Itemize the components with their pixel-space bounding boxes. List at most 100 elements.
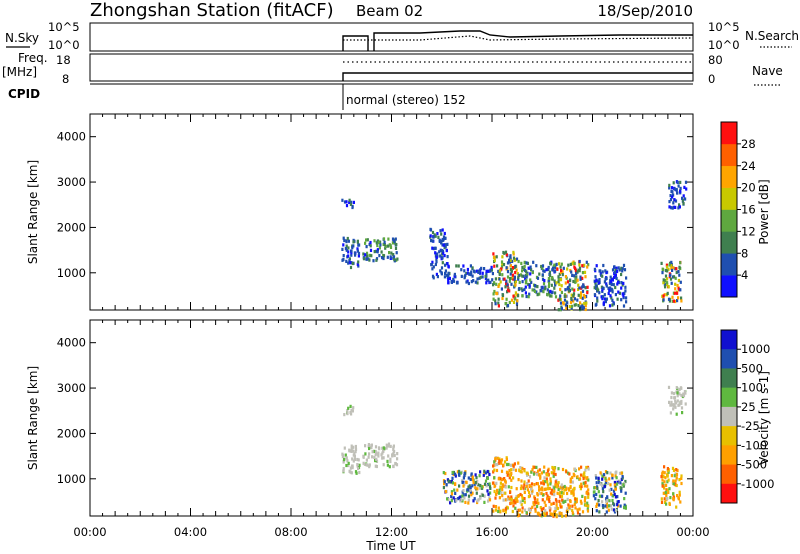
data-cell bbox=[525, 511, 528, 515]
data-cell bbox=[679, 189, 682, 194]
data-cell bbox=[381, 456, 384, 460]
data-cell bbox=[562, 301, 565, 305]
data-cell bbox=[545, 512, 548, 516]
data-cell bbox=[598, 269, 601, 273]
data-cell bbox=[671, 195, 674, 199]
data-cell bbox=[470, 273, 473, 277]
data-cell bbox=[523, 490, 526, 494]
data-cell bbox=[492, 292, 495, 296]
data-cell bbox=[530, 470, 533, 474]
data-cell bbox=[560, 511, 563, 516]
data-cell bbox=[616, 480, 619, 484]
data-cell bbox=[670, 395, 673, 400]
data-cell bbox=[520, 494, 523, 498]
data-cell bbox=[354, 444, 357, 449]
data-cell bbox=[543, 500, 546, 504]
data-cell bbox=[678, 205, 681, 209]
data-cell bbox=[614, 273, 617, 277]
data-cell bbox=[501, 273, 504, 277]
data-cell bbox=[506, 473, 509, 477]
data-cell bbox=[611, 268, 615, 272]
data-cell bbox=[661, 271, 664, 275]
data-cell bbox=[675, 188, 678, 192]
data-cell bbox=[675, 267, 678, 271]
data-cell bbox=[362, 461, 365, 465]
data-cell bbox=[594, 474, 597, 478]
data-cell bbox=[464, 500, 467, 504]
data-cell bbox=[345, 200, 348, 204]
nsky-panel-frame bbox=[89, 22, 694, 52]
data-cell bbox=[534, 507, 537, 511]
data-cell bbox=[391, 454, 394, 458]
colorbar-swatch bbox=[721, 275, 737, 298]
data-cell bbox=[586, 265, 589, 269]
data-cell bbox=[596, 486, 599, 490]
freq-series bbox=[342, 72, 693, 81]
data-cell bbox=[352, 445, 355, 449]
data-cell bbox=[510, 471, 513, 475]
data-cell bbox=[597, 280, 600, 284]
data-cell bbox=[682, 394, 686, 398]
data-cell bbox=[674, 479, 677, 483]
data-cell bbox=[473, 270, 476, 274]
data-cell bbox=[499, 509, 502, 513]
data-cell bbox=[480, 266, 483, 270]
data-cell bbox=[512, 467, 515, 471]
data-cell bbox=[439, 254, 442, 258]
data-cell bbox=[443, 480, 446, 484]
data-cell bbox=[586, 501, 589, 505]
data-cell bbox=[510, 485, 513, 490]
data-cell bbox=[555, 281, 558, 285]
data-cell bbox=[513, 277, 516, 281]
data-cell bbox=[440, 239, 443, 243]
data-cell bbox=[669, 277, 673, 281]
data-cell bbox=[441, 237, 444, 242]
data-cell bbox=[620, 489, 623, 493]
data-cell bbox=[528, 490, 531, 494]
time-x-ticks: 00:00 04:00 08:00 12:00 16:00 20:00 00:00 bbox=[73, 525, 709, 539]
data-cell bbox=[533, 495, 536, 499]
data-cell bbox=[676, 468, 679, 473]
data-cell bbox=[498, 488, 501, 492]
data-cell bbox=[363, 462, 366, 466]
data-cell bbox=[660, 475, 663, 479]
data-cell bbox=[550, 471, 553, 475]
data-cell bbox=[392, 448, 395, 452]
data-cell bbox=[518, 287, 521, 291]
data-cell bbox=[356, 262, 359, 266]
data-cell bbox=[613, 270, 617, 274]
data-cell bbox=[611, 498, 614, 503]
data-cell bbox=[549, 294, 552, 298]
data-cell bbox=[608, 504, 611, 508]
data-cell bbox=[593, 486, 596, 490]
colorbar-tick-label: 500 bbox=[741, 361, 763, 375]
data-cell bbox=[520, 479, 523, 483]
colorbar-swatch bbox=[721, 330, 737, 350]
data-cell bbox=[442, 471, 445, 475]
data-cell bbox=[564, 514, 567, 518]
data-cell bbox=[539, 289, 542, 293]
data-cell bbox=[447, 264, 450, 268]
data-cell bbox=[494, 302, 497, 306]
data-cell bbox=[623, 291, 626, 295]
data-cell bbox=[605, 497, 608, 501]
data-cell bbox=[571, 488, 574, 492]
data-cell bbox=[616, 269, 619, 274]
data-cell bbox=[677, 278, 680, 283]
colorbar-swatch bbox=[721, 165, 737, 188]
data-cell bbox=[463, 496, 466, 500]
data-cell bbox=[573, 467, 577, 471]
data-cell bbox=[447, 281, 450, 285]
data-cell bbox=[668, 299, 671, 303]
data-cell bbox=[497, 269, 500, 273]
data-cell bbox=[567, 487, 570, 491]
data-cell bbox=[540, 264, 543, 269]
data-cell bbox=[665, 493, 668, 497]
data-cell bbox=[508, 300, 511, 305]
data-cell bbox=[351, 409, 354, 413]
data-cell bbox=[389, 459, 392, 464]
velocity-plot-frame bbox=[89, 319, 694, 517]
data-cell bbox=[462, 264, 465, 268]
cpid-text: normal (stereo) 152 bbox=[346, 93, 466, 107]
